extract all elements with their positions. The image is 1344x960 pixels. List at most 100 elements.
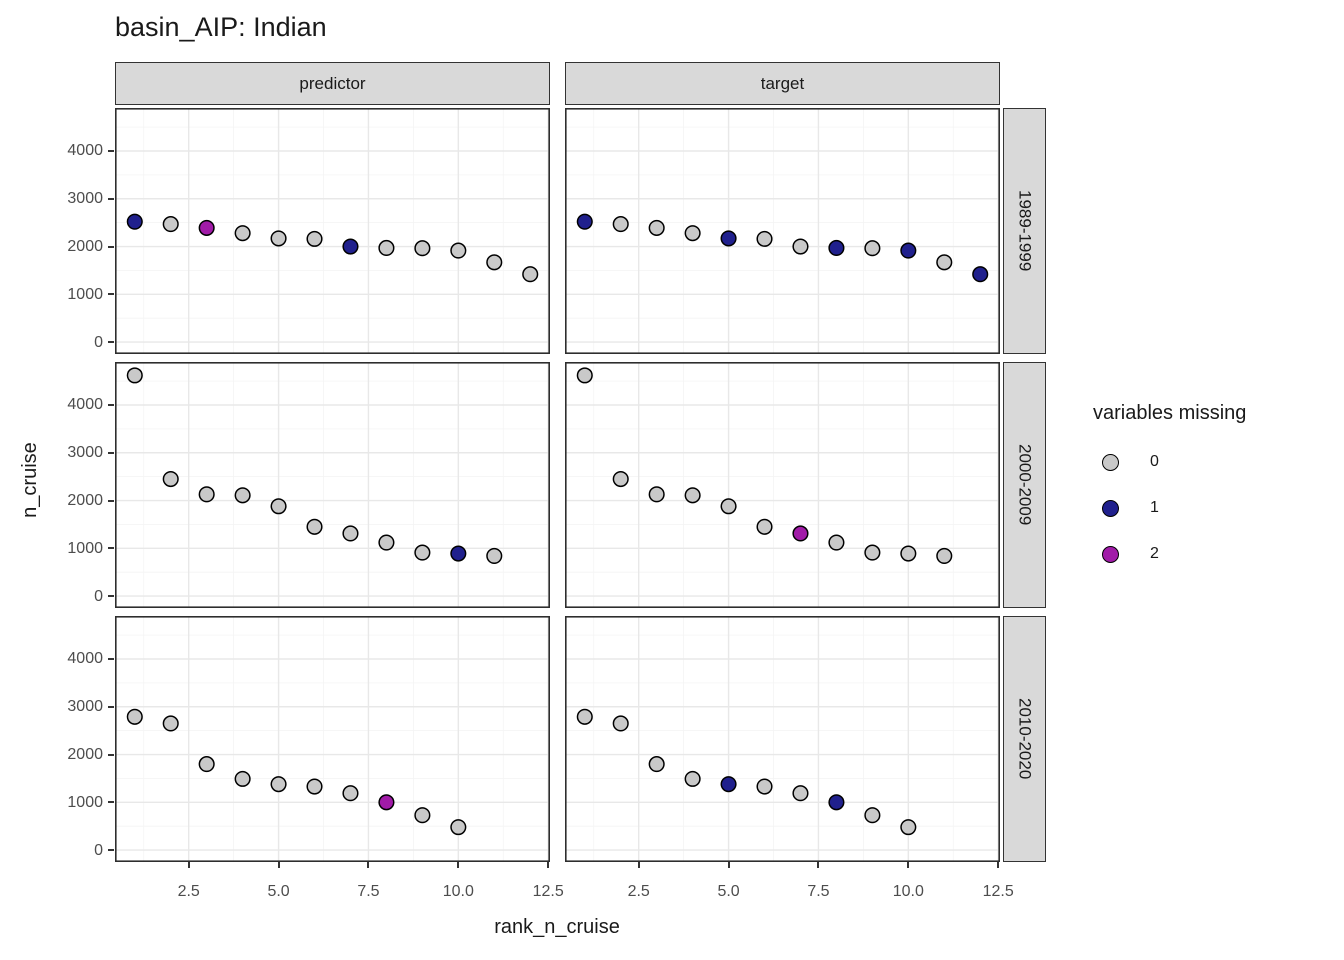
facet-strip-1989-1999-label: 1989-1999 — [1015, 190, 1035, 272]
y-tick-mark — [108, 451, 114, 454]
panel-background — [565, 362, 1000, 608]
panel-background — [565, 108, 1000, 354]
legend-entry-1: 1 — [1093, 485, 1246, 531]
data-point — [936, 254, 953, 271]
panel-predictor-2000-2009 — [115, 362, 550, 608]
x-tick-mark — [727, 862, 730, 868]
data-point — [720, 776, 737, 793]
y-tick-label: 3000 — [67, 190, 103, 208]
data-point — [792, 785, 809, 802]
y-tick-label: 0 — [94, 841, 103, 859]
data-point — [126, 367, 143, 384]
data-point — [126, 213, 143, 230]
data-point — [234, 487, 251, 504]
y-tick-label: 4000 — [67, 396, 103, 414]
data-point — [612, 715, 629, 732]
data-point — [756, 778, 773, 795]
x-tick-label: 12.5 — [982, 883, 1014, 900]
data-point — [198, 486, 215, 503]
y-axis-title: n_cruise — [19, 442, 41, 518]
panel-target-2010-2020 — [565, 616, 1000, 862]
facet-strip-predictor-label: predictor — [299, 73, 366, 93]
y-tick-label: 0 — [94, 587, 103, 605]
data-point — [720, 230, 737, 247]
y-tick-label: 0 — [94, 333, 103, 351]
x-tick-mark — [997, 862, 1000, 868]
panel-border — [565, 108, 1000, 354]
legend-key-circle-icon — [1102, 453, 1119, 471]
data-point — [342, 785, 359, 802]
y-tick-mark — [108, 801, 114, 804]
y-tick-mark — [108, 341, 114, 344]
data-point — [162, 715, 179, 732]
legend-key-circle-icon — [1102, 499, 1119, 517]
data-point — [414, 240, 431, 257]
y-tick-mark — [108, 705, 114, 708]
data-point — [522, 266, 539, 283]
y-tick-label: 4000 — [67, 142, 103, 160]
data-point — [792, 525, 809, 542]
panel-background — [115, 362, 550, 608]
x-tick-mark — [457, 862, 460, 868]
data-point — [900, 819, 917, 836]
panel-target-1989-1999 — [565, 108, 1000, 354]
data-point — [828, 794, 845, 811]
panel-background — [115, 108, 550, 354]
facet-strip-target-label: target — [760, 73, 805, 93]
y-tick-label: 1000 — [67, 539, 103, 557]
data-point — [162, 216, 179, 233]
panel-border — [115, 362, 550, 608]
legend-entry-2: 2 — [1093, 531, 1246, 577]
y-tick-label: 2000 — [67, 492, 103, 510]
data-point — [684, 770, 701, 787]
y-tick-mark — [108, 499, 114, 502]
data-point — [198, 756, 215, 773]
y-tick-mark — [108, 547, 114, 550]
data-point — [900, 545, 917, 562]
x-tick-mark — [277, 862, 280, 868]
x-tick-mark — [817, 862, 820, 868]
data-point — [576, 708, 593, 725]
data-point — [270, 230, 287, 247]
data-point — [234, 225, 251, 242]
x-tick-label: 10.0 — [892, 883, 924, 900]
data-point — [342, 525, 359, 542]
data-point — [306, 778, 323, 795]
data-point — [450, 242, 467, 259]
panel-predictor-1989-1999 — [115, 108, 550, 354]
x-tick-mark — [547, 862, 550, 868]
data-point — [306, 518, 323, 535]
data-point — [864, 240, 881, 257]
data-point — [756, 230, 773, 247]
data-point — [414, 807, 431, 824]
data-point — [648, 756, 665, 773]
data-point — [198, 219, 215, 236]
data-point — [576, 213, 593, 230]
panel-border — [115, 108, 550, 354]
x-tick-label: 12.5 — [532, 883, 564, 900]
y-tick-label: 1000 — [67, 285, 103, 303]
x-tick-label: 7.5 — [357, 883, 380, 900]
data-point — [486, 547, 503, 564]
panel-border — [565, 362, 1000, 608]
x-tick-mark — [367, 862, 370, 868]
panel-target-2000-2009 — [565, 362, 1000, 608]
x-tick-mark — [637, 862, 640, 868]
facet-strip-2000-2009: 2000-2009 — [1003, 362, 1046, 608]
data-point — [684, 487, 701, 504]
y-tick-label: 3000 — [67, 698, 103, 716]
facet-strip-target: target — [565, 62, 1000, 105]
y-tick-mark — [108, 849, 114, 852]
data-point — [414, 544, 431, 561]
data-point — [162, 470, 179, 488]
x-tick-label: 10.0 — [442, 883, 474, 900]
panel-border — [115, 616, 550, 862]
x-tick-mark — [907, 862, 910, 868]
data-point — [450, 819, 467, 836]
data-point — [720, 498, 737, 515]
x-tick-label: 7.5 — [807, 883, 830, 900]
facet-strip-2010-2020: 2010-2020 — [1003, 616, 1046, 862]
legend-entry-label: 1 — [1150, 499, 1159, 516]
legend-entry-0: 0 — [1093, 439, 1246, 485]
